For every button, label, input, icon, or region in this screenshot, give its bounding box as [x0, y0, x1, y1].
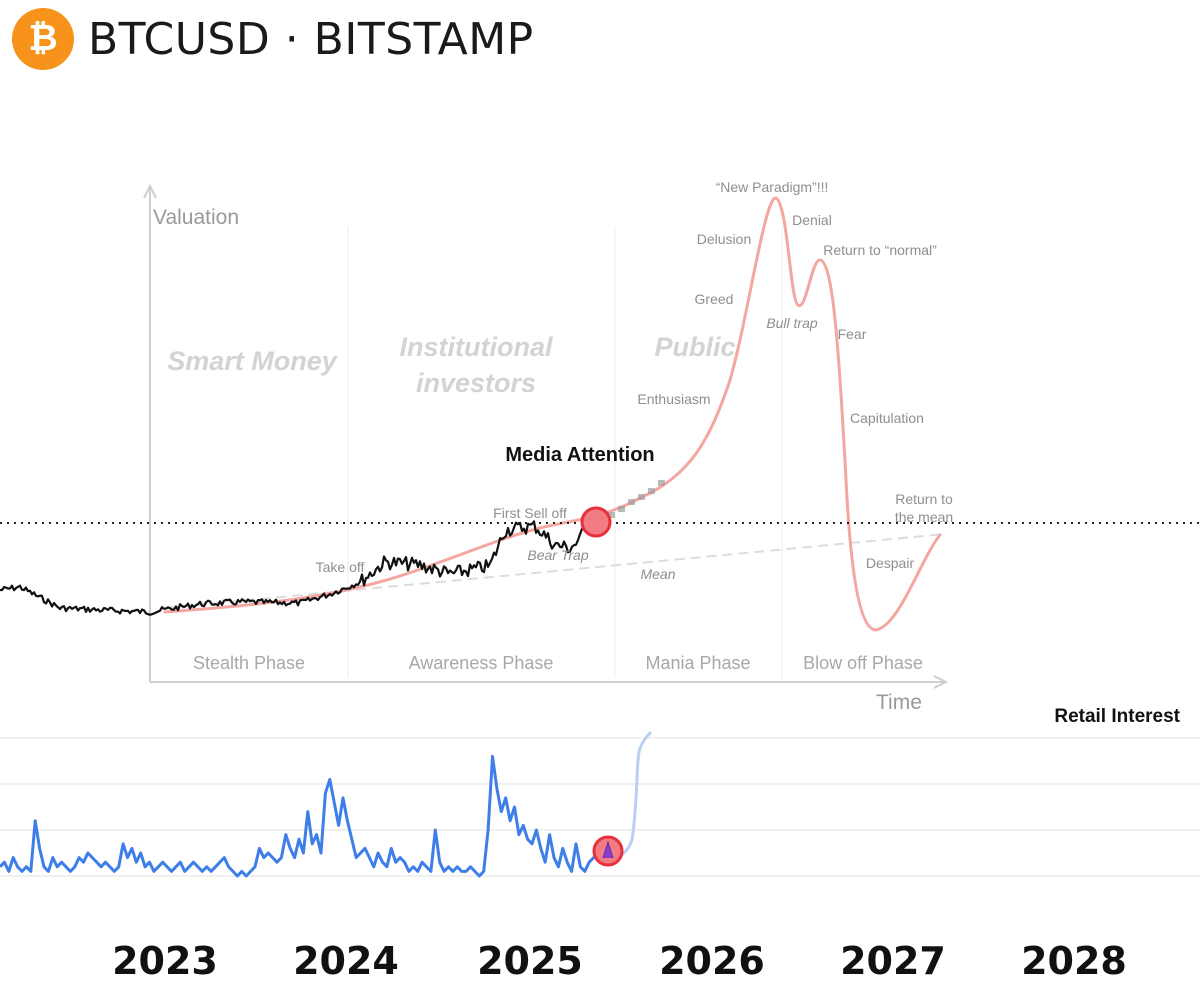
curve-label-3: Mean — [640, 566, 675, 582]
media-attention-label: Media Attention — [505, 444, 654, 466]
curve-label-the-mean: the mean — [895, 509, 953, 525]
curve-label-1: First Sell off — [493, 505, 567, 521]
mean-line — [164, 533, 946, 609]
zone-label-institutional: Institutional — [400, 332, 553, 362]
curve-label-8: Denial — [792, 212, 832, 228]
curve-label-6: Delusion — [697, 231, 751, 247]
projection-step-6 — [658, 480, 665, 486]
phase-label-1: Awareness Phase — [409, 653, 554, 673]
projection-step-1 — [608, 512, 615, 518]
y-axis-arrow — [143, 183, 157, 199]
curve-label-return-to: Return to — [895, 491, 953, 507]
curve-label-14: Despair — [866, 555, 915, 571]
price-path — [0, 520, 585, 616]
x-tick-2026: 2026 — [659, 939, 765, 983]
zone-label-investors: investors — [416, 368, 536, 398]
curve-label-7: “New Paradigm”!!! — [716, 179, 829, 195]
retail-interest-line — [0, 754, 600, 878]
phase-label-0: Stealth Phase — [193, 653, 305, 673]
retail-position-arrow-icon — [602, 840, 614, 859]
x-tick-2028: 2028 — [1021, 939, 1127, 983]
curve-label-12: Capitulation — [850, 410, 924, 426]
curve-label-11: Fear — [838, 326, 867, 342]
projection-step-3 — [628, 499, 635, 505]
y-axis-label: Valuation — [153, 206, 239, 229]
phase-label-3: Blow off Phase — [803, 653, 923, 673]
bitcoin-icon: ₿ — [12, 8, 74, 70]
symbol-title: BTCUSD · BITSTAMP — [88, 13, 534, 65]
retail-interest-title: Retail Interest — [1054, 706, 1180, 727]
current-position-marker — [580, 506, 612, 538]
x-tick-2027: 2027 — [840, 939, 946, 983]
logo-glyph: ₿ — [28, 18, 58, 59]
zone-label-0: Smart Money — [167, 346, 339, 376]
curve-label-9: Bull trap — [766, 315, 818, 331]
chart-header: ₿ BTCUSD · BITSTAMP — [12, 8, 534, 70]
curve-label-2: Bear Trap — [527, 547, 588, 563]
projection-step-4 — [638, 494, 645, 500]
projection-step-2 — [618, 506, 625, 512]
x-axis-label: Time — [876, 691, 922, 714]
curve-label-0: Take off — [316, 559, 365, 575]
x-tick-2025: 2025 — [477, 939, 583, 983]
x-tick-2023: 2023 — [112, 939, 218, 983]
phase-label-2: Mania Phase — [645, 653, 750, 673]
curve-label-10: Return to “normal” — [823, 242, 937, 258]
x-tick-2024: 2024 — [293, 939, 399, 983]
zone-label-2: Public — [654, 332, 735, 362]
projection-step-5 — [648, 488, 655, 494]
x-axis-arrow — [933, 675, 949, 689]
curve-label-5: Greed — [695, 291, 734, 307]
cycle-curve — [163, 196, 942, 632]
curve-label-4: Enthusiasm — [637, 391, 710, 407]
